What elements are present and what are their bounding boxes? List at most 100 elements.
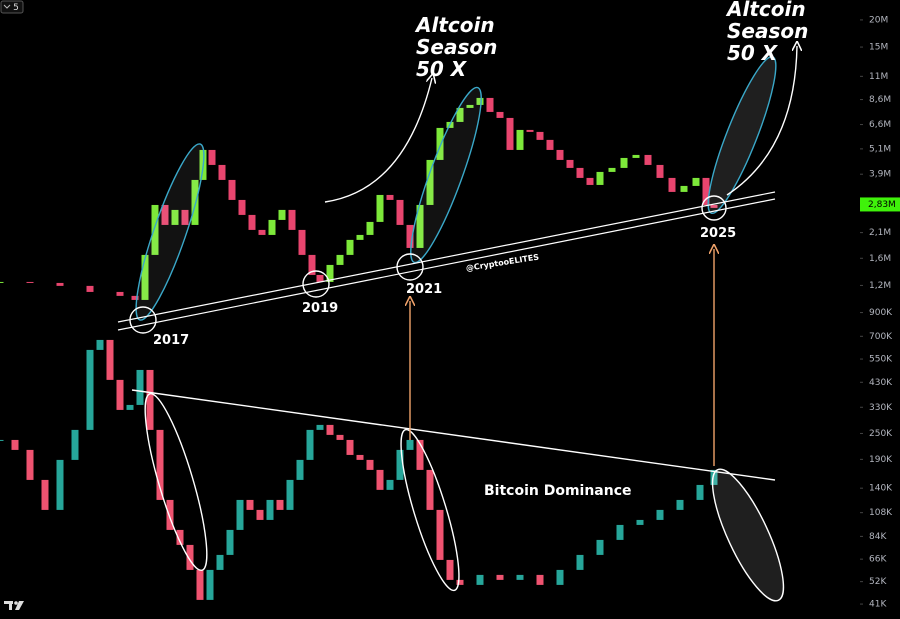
candle: [96, 339, 104, 350]
candle: [576, 554, 584, 570]
highlight-ellipse: [707, 55, 777, 215]
candle: [176, 529, 184, 545]
candle: [346, 239, 354, 255]
candle: [161, 204, 169, 225]
candle: [276, 499, 284, 510]
y-tick-label: 430K: [869, 378, 893, 388]
candle: [206, 569, 214, 600]
y-tick-label: 1,6M: [869, 254, 891, 264]
highlight-ellipse: [711, 468, 785, 602]
candle: [356, 234, 364, 240]
candle: [56, 459, 64, 510]
candle: [86, 285, 94, 292]
candle: [298, 229, 306, 255]
candle: [366, 221, 374, 235]
candle: [616, 524, 624, 540]
last-price-label: 2,83M: [868, 200, 896, 210]
candle: [586, 177, 594, 185]
y-tick-label: 5,1M: [869, 144, 891, 154]
candle: [11, 439, 19, 450]
candle: [476, 97, 484, 105]
candle: [86, 349, 94, 430]
candle: [26, 281, 34, 283]
candle: [166, 499, 174, 530]
candle: [151, 204, 159, 255]
candle: [536, 574, 544, 585]
y-tick-label: 700K: [869, 332, 893, 342]
candle: [516, 574, 524, 580]
candle: [316, 274, 324, 282]
chip-box[interactable]: [0, 0, 24, 14]
candle: [238, 199, 246, 215]
year-label: 2019: [302, 301, 339, 316]
interval-label[interactable]: 5: [13, 3, 19, 13]
candle: [596, 539, 604, 555]
annotation: Altcoin Season 50 X: [416, 13, 498, 81]
candle: [356, 454, 364, 460]
candle: [191, 179, 199, 225]
y-tick-label: 8,6M: [869, 95, 891, 105]
candle: [171, 209, 179, 225]
candle: [186, 544, 194, 570]
candle: [181, 209, 189, 225]
candle: [308, 254, 316, 275]
candle: [26, 449, 34, 480]
candle: [456, 579, 464, 585]
y-tick-label: 52K: [869, 577, 887, 587]
candle: [286, 479, 294, 510]
candle: [376, 194, 384, 222]
candle: [416, 439, 424, 470]
candle: [608, 167, 616, 172]
y-tick-label: 550K: [869, 355, 893, 365]
candle: [526, 129, 534, 132]
candle: [106, 339, 114, 380]
candle: [141, 254, 149, 300]
candle: [436, 509, 444, 560]
logo-part: [4, 601, 13, 604]
candle: [436, 127, 444, 160]
candle: [216, 554, 224, 570]
y-tick-label: 330K: [869, 403, 893, 413]
candle: [116, 291, 124, 296]
candle: [278, 209, 286, 220]
candle: [336, 254, 344, 265]
interval-chip[interactable]: 5: [0, 0, 24, 14]
year-label: 2021: [406, 282, 443, 297]
candle: [636, 519, 644, 525]
candle: [218, 164, 226, 180]
candle: [556, 569, 564, 585]
candle: [71, 429, 79, 460]
candle: [506, 117, 514, 150]
candle: [208, 149, 216, 165]
y-tick-label: 250K: [869, 429, 893, 439]
resistance-line: [131, 389, 776, 481]
highlight-ellipse: [144, 392, 208, 572]
candle: [326, 264, 334, 282]
candles: [0, 97, 718, 600]
candle: [376, 469, 384, 490]
support-line: [117, 198, 776, 331]
curved-arrow: [726, 46, 797, 196]
candle: [406, 439, 414, 450]
tradingview-logo: [4, 601, 24, 610]
y-tick-label: 15M: [869, 43, 888, 53]
candle: [596, 171, 604, 185]
candle: [136, 369, 144, 405]
candle: [710, 204, 718, 208]
candle: [131, 295, 139, 300]
candle: [56, 282, 64, 286]
circle: [396, 253, 424, 281]
candle: [632, 154, 640, 158]
candle: [366, 459, 374, 470]
candle: [466, 104, 474, 108]
curved-arrow: [324, 78, 432, 203]
candle: [556, 149, 564, 160]
candle: [266, 499, 274, 520]
chevron-icon[interactable]: [3, 4, 11, 9]
candle: [576, 167, 584, 178]
last-price-tag: [860, 197, 900, 212]
drawings: [117, 46, 797, 602]
year-label: 2025: [700, 226, 737, 241]
